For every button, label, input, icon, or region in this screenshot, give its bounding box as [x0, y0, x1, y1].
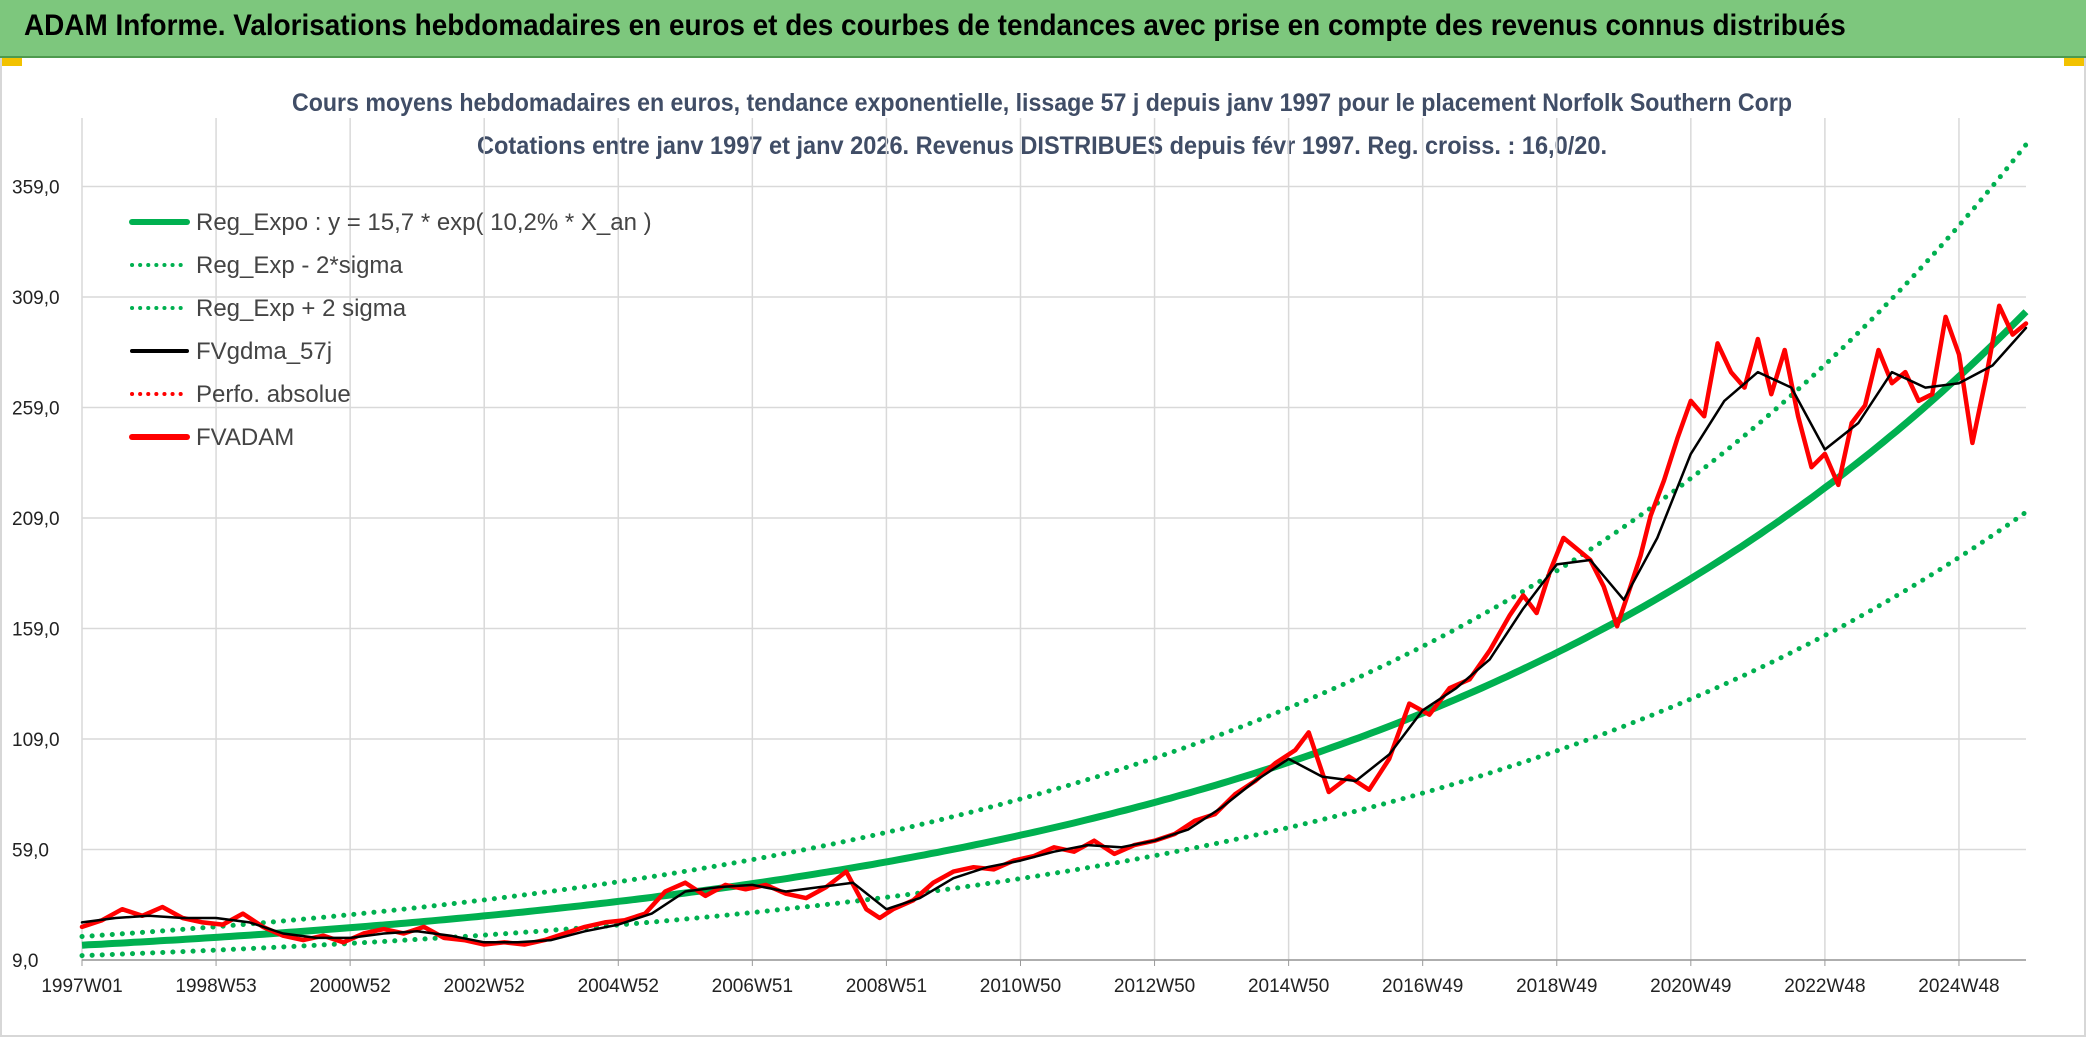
line-chart: Cours moyens hebdomadaires en euros, ten…	[12, 89, 2029, 997]
legend-label: FVgdma_57j	[196, 338, 332, 365]
x-tick-label: 2000W52	[309, 976, 390, 997]
x-tick-label: 2008W51	[846, 976, 927, 997]
x-tick-label: 2012W50	[1114, 976, 1195, 997]
x-tick-label: 2024W48	[1918, 976, 1999, 997]
y-tick-label: 309,0	[12, 288, 60, 309]
report-title: ADAM Informe. Valorisations hebdomadaire…	[24, 9, 1846, 42]
x-tick-label: 2014W50	[1248, 976, 1329, 997]
y-tick-label: 259,0	[12, 399, 60, 420]
x-tick-label: 2010W50	[980, 976, 1061, 997]
x-tick-label: 1998W53	[175, 976, 256, 997]
corner-accent-top-right	[2064, 58, 2086, 66]
x-tick-label: 2016W49	[1382, 976, 1463, 997]
grid	[81, 118, 2026, 961]
chart-title: Cours moyens hebdomadaires en euros, ten…	[292, 89, 1792, 117]
series-line-reg-expo	[81, 309, 2029, 949]
report-header: ADAM Informe. Valorisations hebdomadaire…	[0, 0, 2086, 58]
y-tick-label: 209,0	[12, 509, 60, 530]
x-tick-label: 2018W49	[1516, 976, 1597, 997]
y-tick-label: 359,0	[12, 178, 60, 199]
series-line-reg-exp-plus-2sigma	[79, 142, 2029, 939]
series-line-fvadam	[79, 303, 2029, 947]
legend-label: Reg_Exp + 2 sigma	[196, 295, 407, 322]
x-tick-label: 2022W48	[1784, 976, 1865, 997]
series-line-fvgdma-57j	[80, 326, 2028, 944]
legend: Reg_Expo : y = 15,7 * exp( 10,2% * X_an …	[129, 209, 652, 451]
x-tick-label: 2020W49	[1650, 976, 1731, 997]
legend-label: FVADAM	[196, 424, 294, 451]
axes: 9,0 59,0 109,0 159,0 209,0 259,0 309,0 359,0 199…	[12, 178, 2026, 997]
chart-subtitle: Cotations entre janv 1997 et janv 2026. …	[477, 132, 1607, 160]
y-tick-label: 59,0	[12, 841, 49, 862]
x-tick-label: 2006W51	[712, 976, 793, 997]
x-tick-label: 2004W52	[578, 976, 659, 997]
corner-accent-top-left	[0, 58, 22, 66]
chart-frame: Cours moyens hebdomadaires en euros, ten…	[0, 58, 2086, 1037]
y-tick-label: 9,0	[12, 951, 38, 972]
x-tick-label: 2002W52	[444, 976, 525, 997]
legend-label: Reg_Exp - 2*sigma	[196, 252, 403, 279]
series	[79, 142, 2029, 959]
y-tick-label: 159,0	[12, 620, 60, 641]
series-line-reg-exp-minus-2sigma	[79, 509, 2029, 959]
y-tick-label: 109,0	[12, 730, 60, 751]
legend-label: Perfo. absolue	[196, 381, 351, 408]
legend-label: Reg_Expo : y = 15,7 * exp( 10,2% * X_an …	[196, 209, 652, 236]
x-tick-label: 1997W01	[41, 976, 122, 997]
